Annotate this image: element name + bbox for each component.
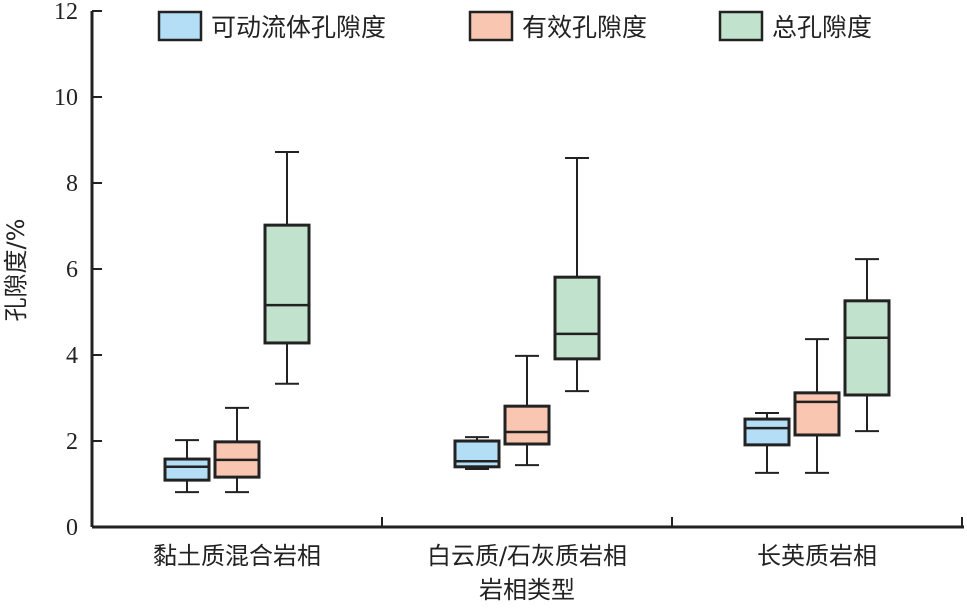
legend: 可动流体孔隙度 有效孔隙度 总孔隙度 [157,10,872,42]
box-iqr [553,275,601,361]
legend-swatch [157,10,203,42]
legend-swatch [468,10,514,42]
box-iqr [163,457,211,482]
legend-label: 总孔隙度 [772,13,872,42]
y-tick-label: 6 [66,257,78,283]
box-iqr [263,223,311,345]
box-1-1 [503,354,551,467]
x-category-label: 白云质/石灰质岩相 [427,542,627,570]
box-1-2 [793,338,841,474]
y-tick-label: 10 [54,85,78,111]
y-tick-label: 4 [66,343,78,369]
x-category-label: 黏土质混合岩相 [153,542,321,570]
boxes [163,151,891,494]
legend-label: 有效孔隙度 [522,13,647,42]
box-1-0 [213,406,261,494]
y-tick-label: 2 [66,429,78,455]
box-0-0 [163,439,211,494]
axes: 0 2 4 6 8 10 12 黏土质混合岩相 白云质/石灰质岩相 长英质岩相 [54,0,964,570]
box-iqr [743,417,791,447]
box-iqr [843,299,891,397]
box-iqr [503,404,551,446]
box-0-1 [453,436,501,470]
legend-swatch [718,10,764,42]
box-iqr [453,439,501,469]
y-axis-title: 孔隙度/% [2,219,30,322]
legend-label: 可动流体孔隙度 [211,13,386,42]
box-2-2 [843,258,891,433]
y-tick-label: 12 [54,0,78,25]
x-axis-title: 岩相类型 [479,576,575,604]
box-0-2 [743,412,791,474]
box-2-0 [263,151,311,385]
box-2-1 [553,157,601,393]
y-tick-label: 8 [66,171,78,197]
y-tick-label: 0 [66,515,78,541]
box-iqr [793,391,841,437]
x-category-label: 长英质岩相 [757,542,877,570]
